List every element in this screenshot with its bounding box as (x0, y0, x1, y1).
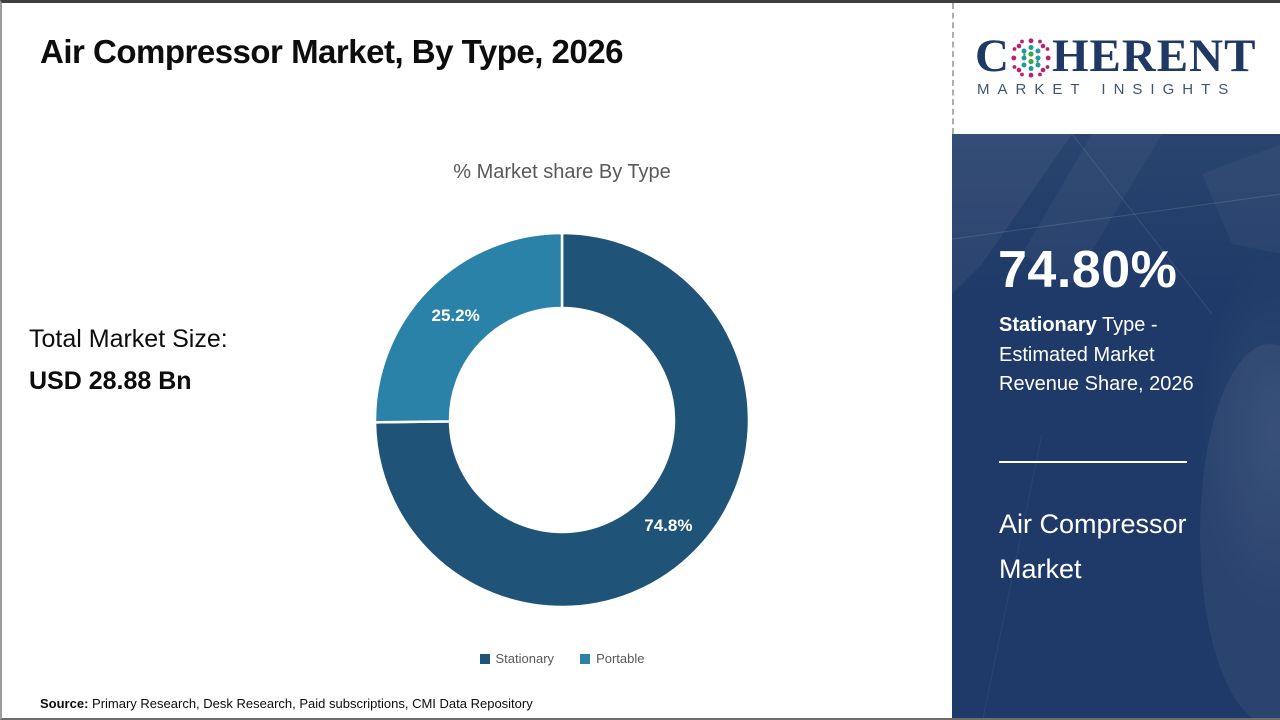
total-market-size: Total Market Size: USD 28.88 Bn (29, 325, 228, 396)
slice-label-portable: 25.2% (432, 306, 480, 325)
brand-subtitle: MARKET INSIGHTS (977, 81, 1237, 98)
panel-title-line1: Air Compressor (999, 509, 1187, 539)
page-title: Air Compressor Market, By Type, 2026 (40, 33, 623, 70)
highlight-panel: 74.80% Stationary Type - Estimated Marke… (952, 134, 1280, 718)
slice-label-stationary: 74.8% (644, 516, 692, 535)
stat-desc-bold: Stationary (999, 314, 1097, 336)
stat-description: Stationary Type - Estimated Market Reven… (999, 311, 1194, 400)
globe-dots-icon (1011, 37, 1051, 78)
source-label: Source: (40, 696, 89, 711)
legend-item-portable: Portable (580, 651, 644, 666)
panel-divider (999, 461, 1187, 463)
stat-desc-line3: Revenue Share, 2026 (999, 373, 1194, 395)
brand-letters-herent: HERENT (1051, 30, 1257, 82)
total-market-size-label: Total Market Size: (29, 325, 228, 353)
total-market-size-value: USD 28.88 Bn (29, 367, 192, 395)
brand-letter-c: C (975, 30, 1010, 82)
map-texture-decoration (952, 134, 1280, 718)
legend-swatch-stationary (479, 653, 490, 664)
legend-label-stationary: Stationary (495, 651, 555, 666)
legend-swatch-portable (580, 653, 591, 664)
stat-value: 74.80% (998, 241, 1178, 299)
donut-slice-portable (373, 231, 564, 424)
source-line: Source: Primary Research, Desk Research,… (40, 696, 533, 711)
chart-title: % Market share By Type (453, 161, 671, 183)
legend-item-stationary: Stationary (479, 651, 555, 666)
source-text: Primary Research, Desk Research, Paid su… (88, 696, 533, 711)
panel-title: Air Compressor Market (999, 502, 1187, 592)
brand-logo: C (975, 33, 1256, 80)
legend-label-portable: Portable (596, 651, 645, 666)
stat-desc-line2: Estimated Market (999, 343, 1155, 366)
donut-slice-stationary (373, 231, 751, 609)
logo-box: C (952, 3, 1280, 134)
panel-title-line2: Market (999, 554, 1082, 584)
chart-legend: Stationary Portable (312, 651, 812, 666)
stat-desc-rest: Type - (1096, 314, 1158, 336)
